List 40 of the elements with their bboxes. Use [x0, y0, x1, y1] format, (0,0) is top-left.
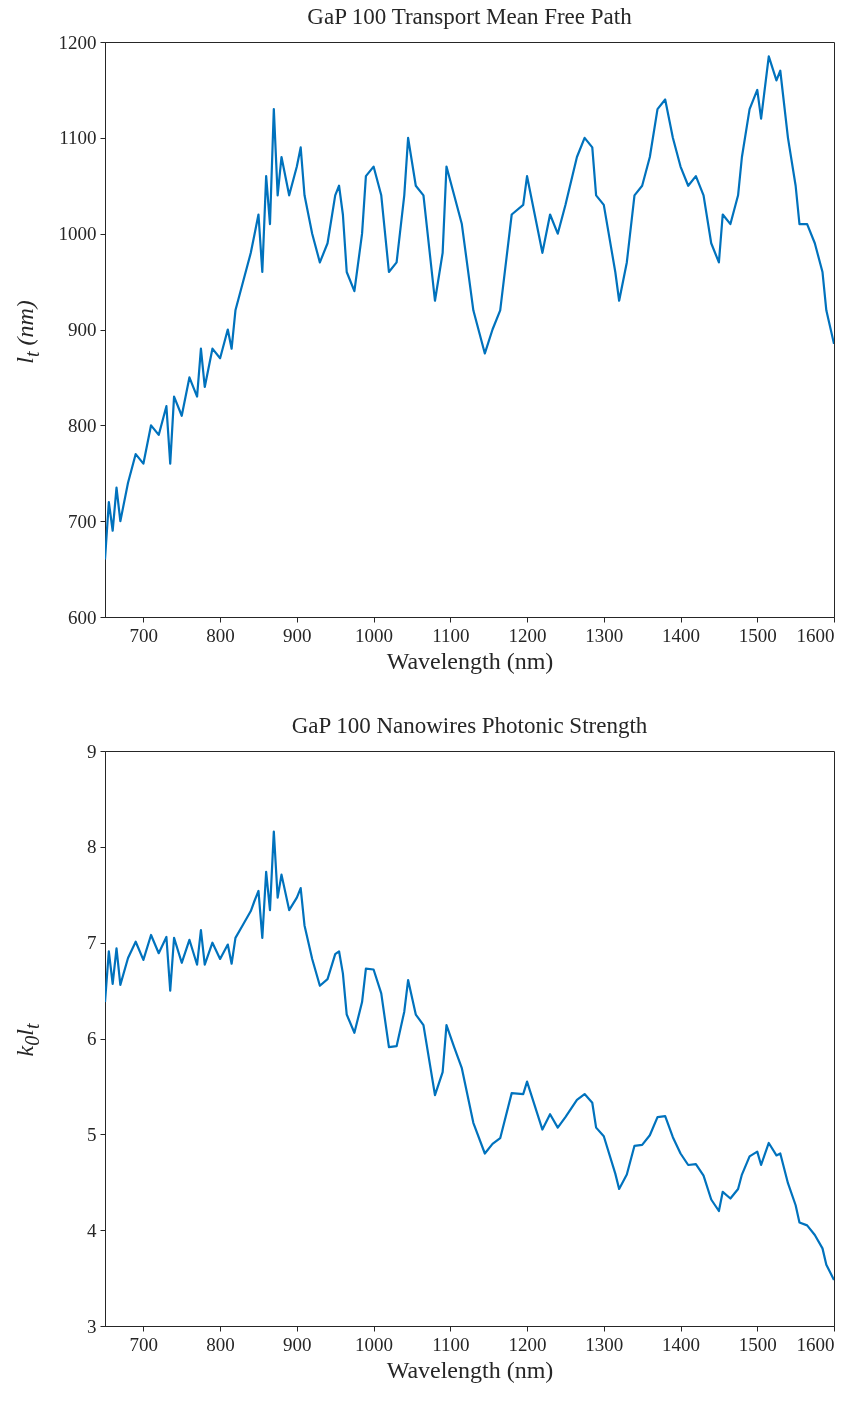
- x-tick-label: 1400: [662, 624, 701, 646]
- x-tick-label: 900: [283, 1333, 312, 1355]
- y-tick-label: 700: [68, 510, 97, 532]
- y-tick-label: 1100: [59, 127, 97, 149]
- x-tick-label: 700: [129, 1333, 159, 1355]
- x-tick-label: 1300: [585, 1333, 624, 1355]
- x-tick-label: 900: [283, 624, 312, 646]
- x-tick-label: 1200: [508, 1333, 547, 1355]
- x-tick-label: 1600: [796, 624, 835, 646]
- y-tick-label: 800: [68, 414, 97, 436]
- x-tick-label: 800: [206, 624, 235, 646]
- chart-title: GaP 100 Transport Mean Free Path: [307, 4, 633, 29]
- y-tick-label: 900: [68, 319, 97, 340]
- x-tick-label: 1000: [355, 1333, 394, 1355]
- x-tick-label: 1200: [508, 624, 547, 646]
- y-tick-label: 1200: [58, 31, 97, 53]
- y-tick-label: 7: [87, 932, 97, 954]
- y-tick-label: 9: [87, 740, 97, 762]
- line-series: [105, 55, 834, 561]
- x-tick-label: 800: [206, 1333, 235, 1355]
- x-tick-label: 1100: [432, 1333, 470, 1355]
- x-axis-title: Wavelength (nm): [386, 1356, 554, 1383]
- chart-title: GaP 100 Nanowires Photonic Strength: [291, 713, 648, 738]
- x-tick-label: 1100: [432, 624, 470, 646]
- y-tick-label: 5: [87, 1123, 97, 1145]
- y-tick-label: 6: [87, 1028, 97, 1049]
- x-tick-label: 1500: [738, 1333, 777, 1355]
- x-tick-label: 1000: [355, 624, 394, 646]
- x-tick-label: 700: [129, 624, 159, 646]
- x-tick-label: 1400: [662, 1333, 701, 1355]
- line-series: [105, 830, 834, 1282]
- y-tick-label: 3: [87, 1315, 97, 1337]
- x-tick-label: 1500: [738, 624, 777, 646]
- y-tick-label: 1000: [58, 223, 97, 245]
- y-tick-label: 600: [68, 606, 97, 628]
- x-axis-title: Wavelength (nm): [386, 647, 554, 674]
- x-tick-label: 1600: [796, 1333, 835, 1355]
- y-tick-label: 4: [87, 1219, 97, 1241]
- y-tick-label: 8: [87, 836, 97, 858]
- x-tick-label: 1300: [585, 624, 624, 646]
